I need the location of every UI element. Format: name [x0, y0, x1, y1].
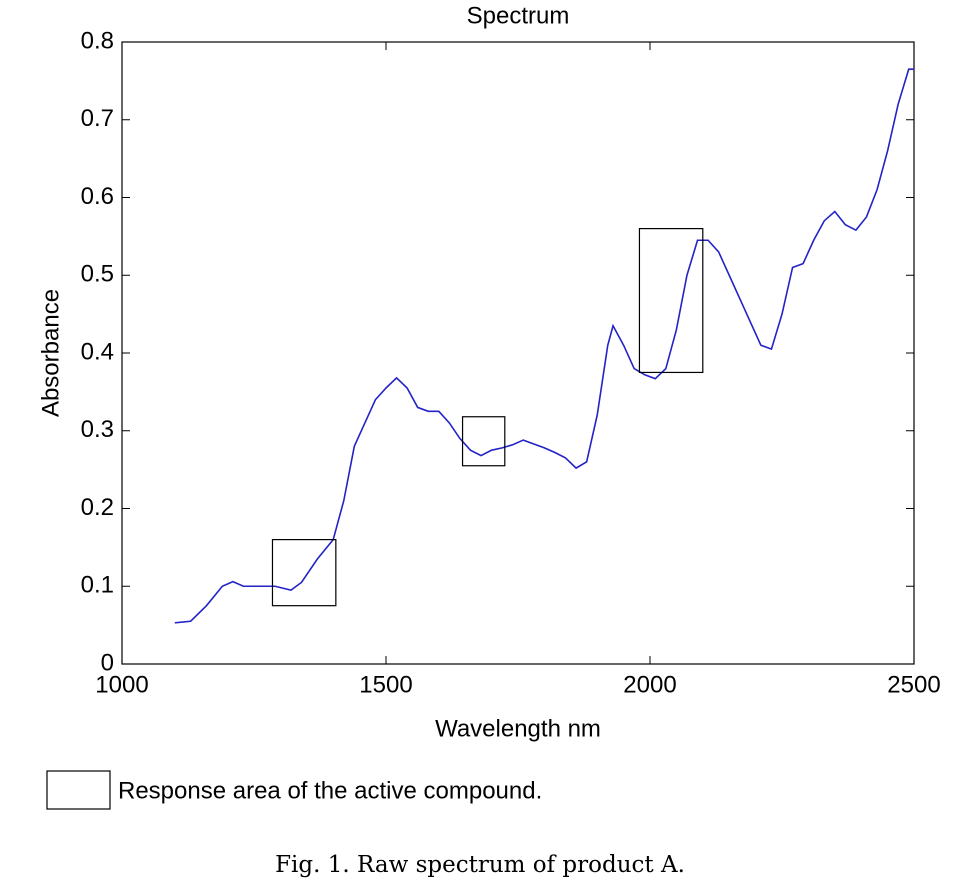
y-tick-label: 0 — [101, 649, 114, 676]
y-tick-label: 0.8 — [81, 27, 114, 54]
x-tick-label: 2500 — [887, 671, 940, 698]
response-region — [638, 228, 704, 374]
legend-label: Response area of the active compound. — [118, 777, 542, 804]
y-tick-label: 0.4 — [81, 338, 114, 365]
caption: Fig. 1. Raw spectrum of product A. — [275, 852, 685, 878]
x-axis-label: Wavelength nm — [435, 715, 601, 742]
y-tick-label: 0.2 — [81, 494, 114, 521]
y-axis-label: Absorbance — [37, 289, 64, 417]
plot-frame — [121, 41, 915, 665]
x-tick-label: 2000 — [623, 671, 676, 698]
spectrum-line — [174, 68, 914, 624]
y-tick-label: 0.5 — [81, 261, 114, 288]
y-tick-label: 0.6 — [81, 183, 114, 210]
x-tick-label: 1000 — [95, 671, 148, 698]
response-region — [271, 538, 337, 607]
response-region — [461, 416, 506, 467]
y-tick-label: 0.1 — [81, 572, 114, 599]
chart-title: Spectrum — [467, 2, 570, 29]
y-tick-label: 0.7 — [81, 105, 114, 132]
x-tick-label: 1500 — [359, 671, 412, 698]
y-tick-label: 0.3 — [81, 416, 114, 443]
legend-swatch — [46, 770, 111, 810]
